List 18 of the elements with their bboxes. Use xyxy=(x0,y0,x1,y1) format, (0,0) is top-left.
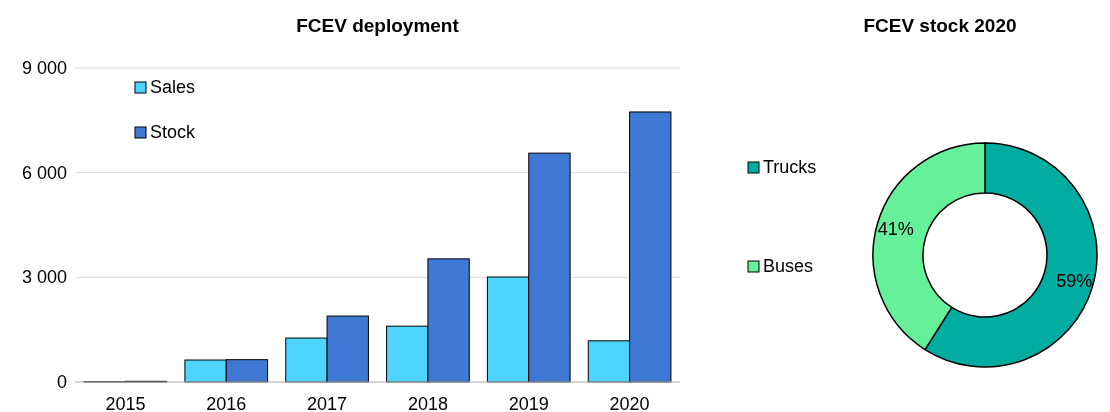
y-tick-label: 9 000 xyxy=(21,58,67,78)
legend-label: Trucks xyxy=(763,157,817,177)
x-tick-label: 2017 xyxy=(307,394,348,412)
y-tick-label: 6 000 xyxy=(21,162,67,183)
legend-label: Buses xyxy=(763,256,814,276)
legend-label: Sales xyxy=(150,77,196,97)
x-tick-label: 2015 xyxy=(105,394,146,412)
x-tick-label: 2020 xyxy=(609,394,650,412)
data-label: 59% xyxy=(1056,270,1093,291)
chart-title: FCEV stock 2020 xyxy=(863,15,1017,36)
data-label: 41% xyxy=(877,219,914,240)
legend-label: Stock xyxy=(150,122,197,142)
x-tick-label: 2018 xyxy=(407,394,448,412)
chart-title: FCEV deployment xyxy=(296,15,460,36)
y-tick-label: 3 000 xyxy=(21,267,67,288)
x-tick-label: 2016 xyxy=(206,394,247,412)
y-tick-label: 0 xyxy=(56,372,67,392)
x-tick-label: 2019 xyxy=(508,394,549,412)
